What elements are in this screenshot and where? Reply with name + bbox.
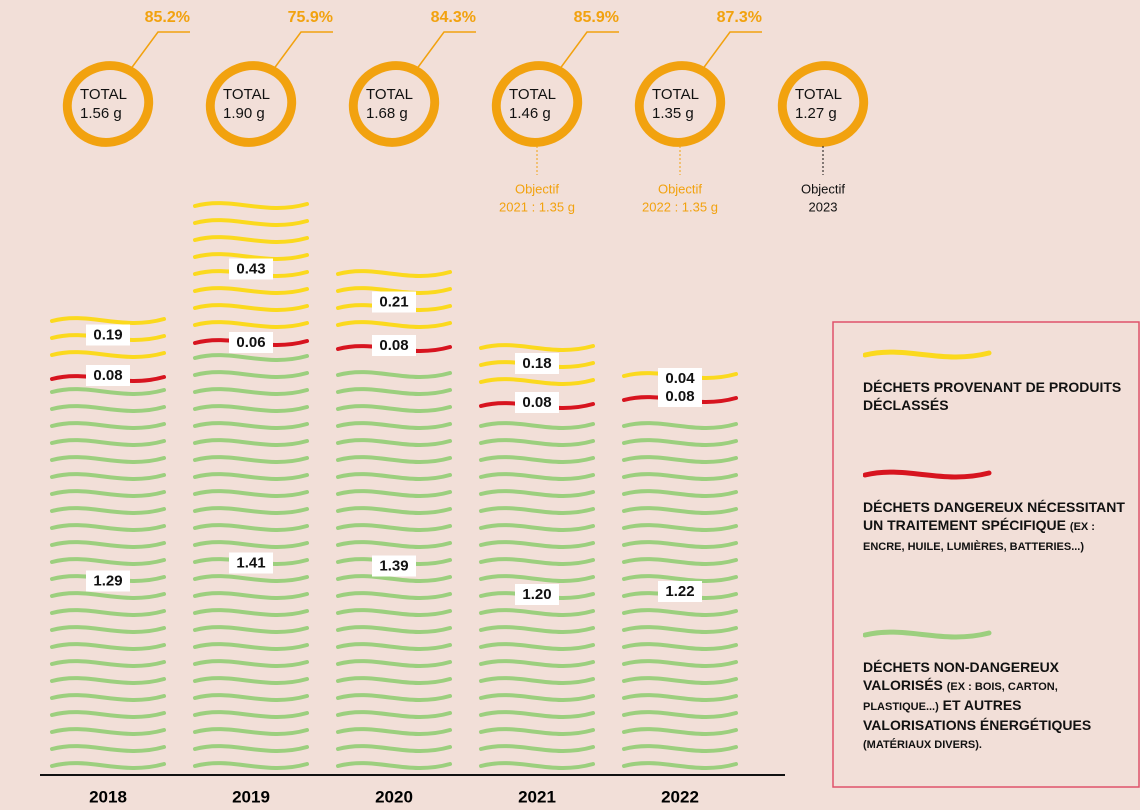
percentage-connector — [702, 32, 762, 70]
x-tick-label: 2018 — [89, 787, 127, 806]
legend-entry: DÉCHETS PROVENANT DE PRODUITS DÉCLASSÉS — [863, 378, 1135, 414]
percentage-connector — [130, 32, 190, 70]
objective-text: 2021 : 1.35 g — [499, 199, 575, 214]
x-tick-label: 2020 — [375, 787, 413, 806]
x-tick-label: 2022 — [661, 787, 699, 806]
value-label: 0.08 — [515, 392, 559, 413]
total-label: TOTAL — [366, 86, 413, 103]
value-label-text: 0.08 — [665, 388, 694, 405]
percentage-connector — [416, 32, 476, 70]
value-label-text: 0.43 — [236, 260, 265, 277]
percentage-label: 85.9% — [574, 9, 619, 26]
value-label: 1.39 — [372, 556, 416, 577]
legend-swatch — [865, 632, 989, 637]
objective-text: 2022 : 1.35 g — [642, 199, 718, 214]
value-label-text: 0.04 — [665, 370, 695, 387]
value-label: 0.04 — [658, 368, 702, 389]
x-tick-label: 2021 — [518, 787, 556, 806]
value-label: 0.08 — [658, 386, 702, 407]
value-label-text: 0.06 — [236, 334, 265, 351]
total-value: 1.90 g — [223, 105, 265, 122]
objective-text: Objectif — [801, 181, 845, 196]
value-label: 1.29 — [86, 571, 130, 592]
legend-swatch — [865, 352, 989, 357]
value-label-text: 1.39 — [379, 557, 408, 574]
percentage-connector — [559, 32, 619, 70]
value-label-text: 0.08 — [522, 394, 551, 411]
value-label-text: 1.22 — [665, 583, 694, 600]
total-label: TOTAL — [223, 86, 270, 103]
value-label: 1.20 — [515, 584, 559, 605]
legend-name: DÉCHETS PROVENANT DE PRODUITS DÉCLASSÉS — [863, 379, 1121, 413]
total-value: 1.46 g — [509, 105, 551, 122]
value-label: 1.22 — [658, 581, 702, 602]
percentage-connector — [273, 32, 333, 70]
percentage-label: 85.2% — [145, 9, 190, 26]
legend-swatch — [865, 472, 989, 477]
value-label: 0.18 — [515, 353, 559, 374]
legend-swatch-area — [863, 340, 993, 370]
value-label: 0.43 — [229, 259, 273, 280]
value-label-text: 0.08 — [379, 337, 408, 354]
value-label: 0.21 — [372, 292, 416, 313]
value-label-text: 1.29 — [93, 572, 122, 589]
percentage-label: 84.3% — [431, 9, 476, 26]
value-label-text: 1.41 — [236, 554, 265, 571]
page: 2018 1.29 0.08 0.19 2019 1.41 0.06 0.43 2020 1.39… — [0, 0, 1140, 810]
total-label: TOTAL — [795, 86, 842, 103]
total-value: 1.35 g — [652, 105, 694, 122]
value-label-text: 0.08 — [93, 367, 122, 384]
legend-swatch-area — [863, 620, 993, 650]
value-label-text: 1.20 — [522, 586, 551, 603]
percentage-label: 75.9% — [288, 9, 333, 26]
legend-swatch-area — [863, 460, 993, 490]
objective-text: 2023 — [809, 199, 838, 214]
legend-note: (MATÉRIAUX DIVERS). — [863, 739, 982, 751]
total-value: 1.27 g — [795, 105, 837, 122]
legend-entry: DÉCHETS DANGEREUX NÉCESSITANT UN TRAITEM… — [863, 498, 1135, 556]
objective-text: Objectif — [515, 181, 559, 196]
value-label-text: 0.18 — [522, 355, 551, 372]
value-label-text: 0.21 — [379, 293, 408, 310]
percentage-label: 87.3% — [717, 9, 762, 26]
total-label: TOTAL — [80, 86, 127, 103]
total-value: 1.68 g — [366, 105, 408, 122]
value-label: 0.06 — [229, 332, 273, 353]
total-value: 1.56 g — [80, 105, 122, 122]
legend-entry: DÉCHETS NON-DANGEREUX VALORISÉS (EX : BO… — [863, 658, 1135, 754]
objective-text: Objectif — [658, 181, 702, 196]
value-label: 0.08 — [372, 335, 416, 356]
value-label: 1.41 — [229, 553, 273, 574]
total-label: TOTAL — [509, 86, 556, 103]
total-label: TOTAL — [652, 86, 699, 103]
x-tick-label: 2019 — [232, 787, 270, 806]
value-label: 0.19 — [86, 325, 130, 346]
value-label-text: 0.19 — [93, 326, 122, 343]
value-label: 0.08 — [86, 365, 130, 386]
